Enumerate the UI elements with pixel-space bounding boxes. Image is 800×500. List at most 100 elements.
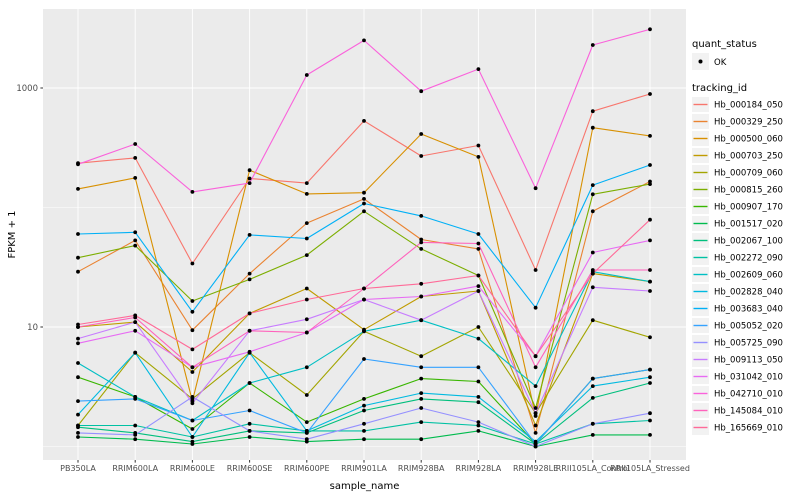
data-point [362,190,366,195]
data-point [76,269,80,274]
legend-label-Hb_000329_250: Hb_000329_250 [714,118,783,128]
data-point [133,156,138,160]
legend-label-Hb_002828_040: Hb_002828_040 [714,288,783,298]
data-point [476,365,481,370]
data-point [476,420,481,424]
data-point [76,435,80,439]
data-point [476,155,481,159]
data-point [590,271,595,276]
data-point [590,183,595,188]
legend-point-icon [698,59,703,64]
data-point [247,435,252,439]
legend-label-Hb_001517_020: Hb_001517_020 [714,220,783,230]
data-point [590,192,595,197]
data-point [76,187,80,191]
legend-label-Hb_002067_100: Hb_002067_100 [714,237,783,247]
y-tick-label-1000: 1000 [16,84,38,94]
data-point [76,399,80,403]
data-point [419,132,424,136]
data-point [76,361,80,365]
data-point [419,214,424,218]
data-point [304,330,309,335]
data-point [476,67,481,71]
legend-item-Hb_000709_060 [692,165,709,180]
data-point [304,236,309,241]
data-point [190,395,195,399]
legend-label-Hb_000500_060: Hb_000500_060 [714,135,783,145]
data-point [476,423,481,428]
x-axis-label: sample_name [330,481,400,492]
data-point [590,433,595,437]
data-point [590,209,595,214]
data-point [247,349,252,354]
data-point [476,325,481,329]
data-point [533,414,538,418]
data-point [648,411,652,416]
data-point [362,408,366,413]
data-point [419,247,424,251]
x-tick-label-RRIM928BA: RRIM928BA [398,464,445,473]
data-point [190,401,195,406]
data-point [362,357,366,361]
data-point [648,163,652,167]
data-point [304,253,309,257]
legend-label-Hb_003683_040: Hb_003683_040 [714,305,783,315]
data-point [419,89,424,94]
data-point [190,299,195,303]
legend-label-Hb_005725_090: Hb_005725_090 [714,339,783,349]
data-point [190,328,195,333]
data-point [362,201,366,206]
data-point [590,125,595,130]
data-point [304,317,309,322]
data-point [533,431,538,435]
data-point [476,289,481,293]
data-point [247,277,252,282]
data-point [648,268,652,272]
data-point [648,279,652,284]
data-point [133,176,138,180]
data-point [247,181,252,186]
legend-item-Hb_002828_040 [692,284,709,299]
data-point [362,286,366,291]
data-point [476,232,481,236]
data-point [247,168,252,173]
data-point [362,437,366,442]
data-point [362,297,366,302]
data-point [533,354,538,359]
data-point [533,305,538,310]
data-point [476,143,481,148]
data-point [76,375,80,380]
data-point [419,318,424,323]
x-tick-label-RRII105LA_Control: RRII105LA_Control [556,464,630,473]
data-point [76,162,80,167]
data-point [133,230,138,235]
data-point [247,311,252,316]
data-point [648,335,652,340]
data-point [419,365,424,370]
data-point [133,142,138,146]
legend-label-Hb_042710_010: Hb_042710_010 [714,390,783,400]
data-point [362,38,366,43]
data-point [76,255,80,260]
data-point [362,197,366,201]
data-point [648,418,652,423]
legend-item-Hb_005052_020 [692,318,709,333]
data-point [590,285,595,290]
data-point [133,433,138,437]
legend-label-Hb_000709_060: Hb_000709_060 [714,169,783,179]
data-point [419,406,424,410]
data-point [304,297,309,302]
legend-item-Hb_165669_010 [692,420,709,435]
data-point [419,437,424,442]
data-point [590,43,595,47]
legend-item-Hb_000815_260 [692,182,709,197]
data-point [648,289,652,293]
legend-label-Hb_002609_060: Hb_002609_060 [714,271,783,281]
data-point [419,376,424,381]
legend-item-Hb_002272_090 [692,250,709,265]
data-point [133,350,138,355]
data-point [247,408,252,413]
data-point [476,241,481,246]
data-point [304,73,309,77]
x-tick-label-RRIM600SE: RRIM600SE [227,464,273,473]
